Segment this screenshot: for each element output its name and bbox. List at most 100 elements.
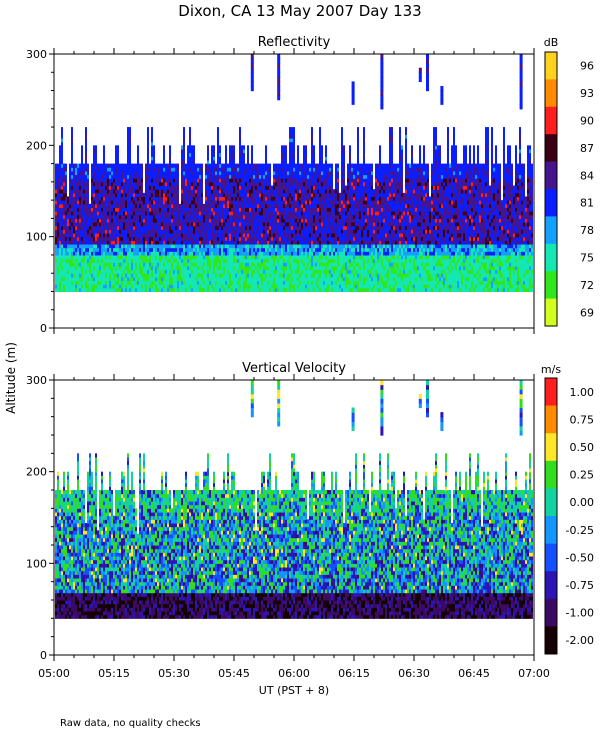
heatmap-cell xyxy=(265,145,267,150)
heatmap-cell xyxy=(119,167,121,172)
heatmap-cell xyxy=(89,247,91,252)
heatmap-cell xyxy=(55,196,57,201)
heatmap-cell xyxy=(97,185,99,190)
heatmap-cell xyxy=(217,254,219,260)
heatmap-cell xyxy=(299,207,301,212)
heatmap-cell xyxy=(103,152,105,157)
heatmap-cell xyxy=(257,222,259,227)
heatmap-cell xyxy=(231,185,233,190)
heatmap-cell xyxy=(287,192,289,198)
heatmap-cell xyxy=(189,225,191,230)
heatmap-cell xyxy=(233,156,235,161)
heatmap-cell xyxy=(151,214,153,219)
heatmap-cell xyxy=(289,152,291,157)
heatmap-cell xyxy=(195,225,197,230)
heatmap-cell xyxy=(307,273,309,278)
heatmap-cell xyxy=(213,185,215,190)
heatmap-cell xyxy=(185,225,187,230)
heatmap-cell xyxy=(217,145,219,150)
heatmap-cell xyxy=(297,174,299,179)
heatmap-cell xyxy=(59,207,61,212)
heatmap-cell xyxy=(253,273,255,278)
heatmap-cell xyxy=(207,167,209,172)
heatmap-cell xyxy=(141,243,143,249)
heatmap-cell xyxy=(257,178,259,183)
heatmap-cell xyxy=(251,251,253,256)
heatmap-cell xyxy=(67,222,69,227)
heatmap-cell xyxy=(75,163,77,168)
heatmap-cell xyxy=(293,265,295,271)
heatmap-cell xyxy=(315,181,317,187)
heatmap-cell xyxy=(219,243,221,249)
heatmap-cell xyxy=(233,207,235,212)
heatmap-cell xyxy=(237,269,239,274)
heatmap-cell xyxy=(181,229,183,234)
heatmap-cell xyxy=(121,243,123,249)
heatmap-cell xyxy=(291,207,293,212)
heatmap-cell xyxy=(83,240,85,245)
heatmap-cell xyxy=(289,163,291,168)
heatmap-cell xyxy=(265,243,267,249)
heatmap-cell xyxy=(127,236,129,241)
heatmap-cell xyxy=(187,148,189,154)
heatmap-cell xyxy=(139,192,141,198)
heatmap-cell xyxy=(249,258,251,263)
heatmap-cell xyxy=(149,178,151,183)
heatmap-cell xyxy=(237,287,239,293)
heatmap-cell xyxy=(55,265,57,271)
heatmap-cell xyxy=(145,189,147,194)
heatmap-cell xyxy=(131,192,133,198)
heatmap-cell xyxy=(285,181,287,187)
heatmap-cell xyxy=(73,280,75,285)
heatmap-cell xyxy=(267,170,269,176)
heatmap-cell xyxy=(271,203,273,208)
heatmap-cell xyxy=(117,284,119,289)
heatmap-cell xyxy=(103,243,105,249)
heatmap-cell xyxy=(265,178,267,183)
heatmap-cell xyxy=(307,174,309,179)
heatmap-cell xyxy=(237,243,239,249)
heatmap-cell xyxy=(111,265,113,271)
heatmap-cell xyxy=(95,178,97,183)
heatmap-cell xyxy=(305,276,307,282)
heatmap-cell xyxy=(189,141,191,146)
heatmap-cell xyxy=(217,203,219,208)
heatmap-cell xyxy=(293,273,295,278)
heatmap-cell xyxy=(295,163,297,168)
heatmap-cell xyxy=(243,156,245,161)
heatmap-cell xyxy=(317,192,319,198)
heatmap-cell xyxy=(311,130,313,135)
heatmap-cell xyxy=(195,178,197,183)
heatmap-cell xyxy=(275,240,277,245)
heatmap-cell xyxy=(173,284,175,289)
heatmap-cell xyxy=(207,178,209,183)
heatmap-cell xyxy=(127,218,129,223)
heatmap-cell xyxy=(221,273,223,278)
heatmap-cell xyxy=(139,163,141,168)
heatmap-cell xyxy=(235,273,237,278)
heatmap-cell xyxy=(131,240,133,245)
heatmap-cell xyxy=(315,178,317,183)
heatmap-cell xyxy=(197,163,199,168)
heatmap-cell xyxy=(197,240,199,245)
heatmap-cell xyxy=(123,254,125,260)
heatmap-cell xyxy=(81,145,83,150)
heatmap-cell xyxy=(157,233,159,238)
heatmap-cell xyxy=(193,265,195,271)
heatmap-cell xyxy=(231,152,233,157)
heatmap-cell xyxy=(265,174,267,179)
heatmap-cell xyxy=(195,203,197,208)
heatmap-cell xyxy=(75,178,77,183)
heatmap-cell xyxy=(289,189,291,194)
heatmap-cell xyxy=(303,273,305,278)
heatmap-cell xyxy=(165,233,167,238)
heatmap-cell xyxy=(77,222,79,227)
heatmap-cell xyxy=(285,159,287,165)
heatmap-cell xyxy=(235,181,237,187)
heatmap-cell xyxy=(231,262,233,267)
heatmap-cell xyxy=(203,240,205,245)
heatmap-cell xyxy=(139,262,141,267)
heatmap-cell xyxy=(57,222,59,227)
heatmap-cell xyxy=(187,218,189,223)
heatmap-cell xyxy=(281,167,283,172)
